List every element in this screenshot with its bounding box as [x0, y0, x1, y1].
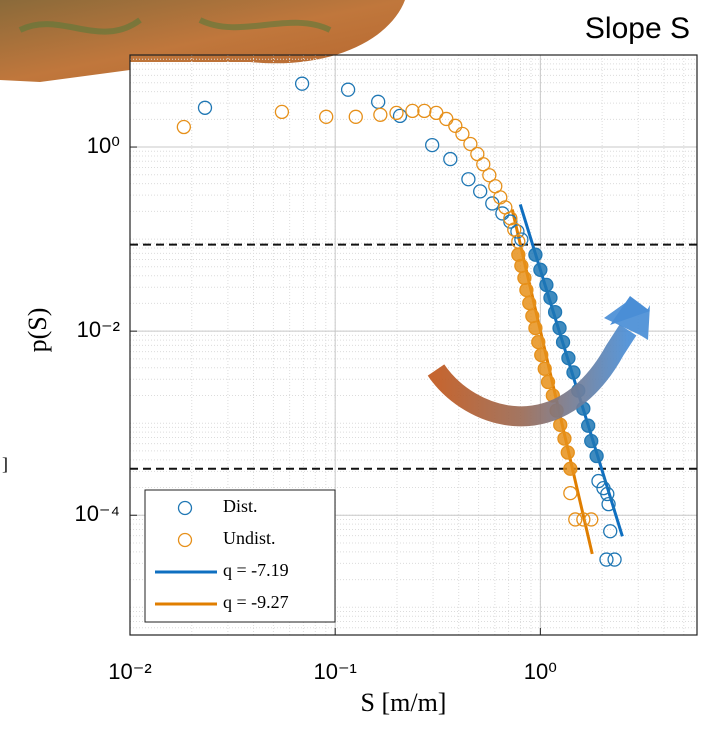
- data-point: [389, 105, 404, 121]
- data-point: [607, 552, 622, 567]
- data-point: [519, 282, 534, 298]
- data-point: [528, 320, 543, 336]
- data-point: [525, 308, 540, 324]
- data-point: [560, 445, 575, 460]
- x-tick-label: 10⁻¹: [313, 659, 356, 684]
- legend-box: [144, 489, 336, 623]
- data-point: [533, 262, 548, 277]
- data-point: [543, 290, 558, 305]
- data-point: [599, 552, 614, 567]
- data-point: [197, 100, 213, 115]
- arrow-head: [610, 296, 650, 325]
- data-point: [589, 448, 604, 464]
- data-point: [534, 347, 549, 363]
- data-point: [443, 151, 458, 167]
- data-point: [528, 247, 543, 262]
- data-point: [514, 232, 529, 247]
- plot-area: 10⁻² 10⁻¹ 10⁰ 10⁰ 10⁻² 10⁻⁴ S [m/m] p(S) Dist. Un…: [23, 54, 698, 717]
- data-point: [340, 82, 356, 97]
- data-point: [555, 334, 571, 350]
- data-point: [539, 277, 554, 293]
- data-point: [463, 136, 478, 152]
- data-point: [507, 222, 522, 237]
- data-point: [561, 350, 576, 366]
- axes-frame: [129, 54, 698, 636]
- x-tick-label: 10⁰: [524, 659, 557, 684]
- data-point: [371, 94, 386, 109]
- photo-texture: [18, 17, 332, 35]
- fragment: ]: [2, 454, 8, 474]
- data-point: [517, 270, 532, 286]
- y-tick-label: 10⁻⁴: [74, 501, 120, 526]
- data-point: [425, 137, 440, 153]
- data-point: [514, 258, 529, 273]
- data-point: [553, 417, 568, 432]
- data-point: [176, 119, 191, 135]
- data-point: [439, 111, 454, 127]
- data-point: [584, 512, 599, 527]
- x-tick-label: 10⁻²: [108, 659, 151, 684]
- data-point: [531, 334, 546, 350]
- data-point: [473, 184, 488, 199]
- data-point: [591, 473, 606, 489]
- legend-swatch: [177, 500, 193, 516]
- data-point: [547, 304, 563, 320]
- legend-swatch: [177, 532, 193, 548]
- data-point: [563, 461, 578, 476]
- data-point: [522, 295, 537, 311]
- data-point: [557, 431, 572, 446]
- y-tick-label: 10⁻²: [77, 317, 120, 342]
- data-point: [510, 224, 525, 239]
- data-point: [563, 485, 578, 501]
- data-point: [417, 103, 432, 119]
- data-point: [581, 418, 596, 433]
- data-point: [482, 168, 497, 183]
- legend-label: Undist.: [223, 528, 276, 548]
- y-tick-label: 10⁰: [87, 133, 120, 158]
- data-point: [503, 214, 518, 229]
- data-point: [600, 486, 615, 502]
- data-point: [576, 512, 591, 527]
- data-point: [373, 107, 388, 122]
- data-point: [392, 108, 408, 124]
- data-point: [274, 104, 290, 120]
- panel-title: Slope S: [585, 12, 690, 45]
- data-point: [568, 512, 583, 527]
- y-axis-label: p(S): [23, 308, 52, 353]
- data-point: [461, 172, 476, 187]
- data-point: [429, 105, 444, 121]
- data-point: [537, 361, 552, 376]
- legend-label: q = -7.19: [223, 560, 289, 580]
- data-point: [405, 103, 420, 119]
- data-point: [603, 524, 618, 539]
- data-point: [601, 496, 616, 512]
- x-axis-label: S [m/m]: [361, 688, 447, 717]
- data-point: [319, 109, 334, 124]
- legend-label: Dist.: [223, 496, 258, 516]
- data-point: [455, 126, 470, 142]
- data-point: [294, 76, 310, 91]
- curved-arrow: [427, 324, 637, 427]
- data-point: [448, 118, 463, 133]
- data-point: [584, 433, 599, 449]
- data-point: [348, 109, 363, 124]
- data-point: [552, 320, 567, 336]
- data-point: [566, 365, 581, 380]
- data-point: [476, 157, 491, 172]
- legend-label: q = -9.27: [223, 592, 289, 612]
- data-point: [540, 374, 556, 390]
